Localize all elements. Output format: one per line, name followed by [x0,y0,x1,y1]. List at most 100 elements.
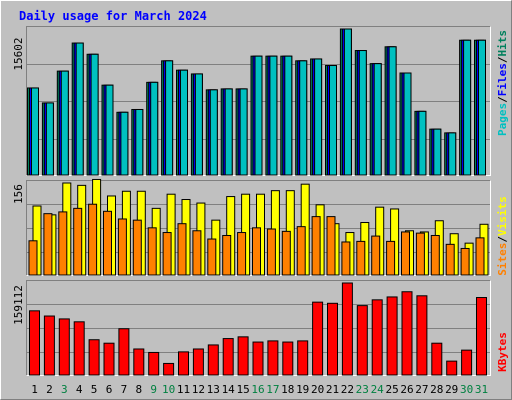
kbytes-y-max-label: 159112 [12,285,25,325]
legend-files: Files [496,63,509,96]
visits-panel-border-dark [26,180,491,276]
kbytes-bar-day-29 [446,360,458,376]
kbytes-bar-day-20 [312,301,324,376]
pages-bar-day-17 [269,55,278,176]
pages-bar-day-30 [463,39,472,176]
day-label-1: 1 [31,383,38,396]
pages-bar-day-2 [45,102,54,176]
day-label-27: 27 [415,383,428,396]
kbytes-bar-day-17 [267,340,279,376]
kbytes-bar-day-25 [386,296,398,376]
sites-bar-day-1 [28,240,38,276]
kbytes-bar-day-4 [73,321,85,376]
kbytes-bar-day-26 [401,291,413,376]
day-label-19: 19 [296,383,309,396]
day-label-24: 24 [371,383,385,396]
day-label-5: 5 [91,383,98,396]
legend-sep: / [496,56,509,63]
kbytes-bar-day-30 [461,349,473,376]
kbytes-bar-day-23 [356,305,368,376]
sites-bar-day-15 [237,232,247,276]
legend-hits: Hits [496,30,509,57]
sites-bar-day-16 [252,227,261,276]
hits-panel-border-dark [26,26,491,176]
bars [27,28,489,376]
pages-bar-day-12 [194,73,203,176]
pages-bar-day-19 [299,60,308,176]
sites-bar-day-3 [58,211,68,276]
sites-bar-day-23 [356,240,366,276]
day-label-28: 28 [430,383,443,396]
kbytes-bar-day-22 [341,282,353,376]
sites-bar-day-10 [162,232,172,276]
kbytes-bar-day-14 [222,338,234,376]
pages-bar-day-9 [150,81,159,176]
day-label-16: 16 [251,383,264,396]
sites-bar-day-7 [117,218,127,276]
kbytes-bar-day-7 [118,328,130,376]
kbytes-bar-day-24 [371,299,383,376]
kbytes-bar-day-5 [88,339,100,376]
legend-sep: / [496,96,509,103]
pages-bar-day-8 [135,108,144,176]
kbytes-panel-border-dark [26,280,491,376]
day-label-22: 22 [341,383,354,396]
day-labels: 1 2 3 4 5 6 7 8 9 10 11 12 13 14 15 16 17 18 19 20 21 22 23 24 2… [31,383,488,396]
sites-bar-day-24 [371,235,381,276]
kbytes-bar-day-21 [327,302,338,376]
day-label-6: 6 [106,383,113,396]
day-label-4: 4 [76,383,83,396]
pages-bar-day-25 [388,46,397,176]
day-label-30: 30 [460,383,473,396]
pages-bar-day-7 [120,111,129,176]
middle-legend: Sites/Visits [496,196,509,276]
pages-bar-day-4 [75,42,84,176]
sites-bar-day-5 [88,203,98,276]
sites-bar-day-26 [401,231,410,276]
kbytes-bar-day-10 [163,362,175,376]
day-label-15: 15 [236,383,249,396]
sites-bar-day-25 [386,240,396,276]
day-label-10: 10 [162,383,175,396]
sites-bar-day-13 [207,238,217,276]
legend-visits: Visits [496,196,509,236]
pages-bar-day-6 [105,84,114,176]
sites-bar-day-9 [147,227,157,276]
legend-kbytes: KBytes [496,332,509,372]
hits-y-max-label: 15602 [12,37,25,70]
day-label-13: 13 [207,383,220,396]
chart-title: Daily usage for March 2024 [19,9,207,23]
pages-bar-day-14 [224,88,233,176]
kbytes-bar-day-2 [43,315,55,376]
day-label-18: 18 [281,383,294,396]
pages-bar-day-27 [418,110,427,176]
pages-bar-day-20 [314,58,323,176]
day-label-12: 12 [192,383,205,396]
day-label-21: 21 [326,383,339,396]
sites-bar-day-29 [445,243,455,276]
pages-bar-day-29 [448,132,457,176]
sites-bar-day-20 [311,216,321,276]
pages-bar-day-15 [239,88,248,176]
top-legend: Pages/Files/Hits [496,30,509,136]
day-label-7: 7 [121,383,128,396]
sites-bar-day-2 [43,213,53,276]
bottom-legend: KBytes [496,332,509,372]
day-label-25: 25 [385,383,398,396]
kbytes-bar-day-18 [282,341,294,376]
pages-bar-day-16 [254,55,263,176]
pages-bar-day-11 [180,69,188,176]
day-label-3: 3 [61,383,68,396]
sites-bar-day-18 [281,230,291,276]
legend-pages: Pages [496,103,509,136]
day-label-11: 11 [177,383,190,396]
kbytes-bar-day-6 [103,342,115,376]
kbytes-bar-day-19 [297,340,309,376]
sites-bar-day-6 [103,210,112,276]
pages-bar-day-3 [60,70,69,176]
kbytes-bar-day-3 [58,318,70,376]
sites-bar-day-27 [415,232,425,276]
day-label-17: 17 [266,383,279,396]
